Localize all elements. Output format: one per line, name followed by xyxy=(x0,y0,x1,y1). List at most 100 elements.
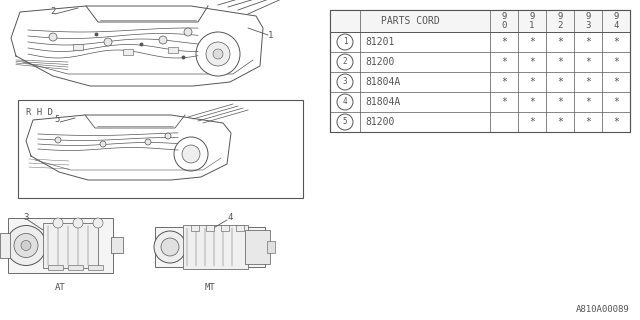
Text: 81200: 81200 xyxy=(365,57,394,67)
Text: *: * xyxy=(529,77,535,87)
Circle shape xyxy=(145,139,151,145)
Bar xyxy=(88,265,103,270)
Text: 9: 9 xyxy=(557,12,563,21)
Bar xyxy=(8,218,113,273)
Text: 0: 0 xyxy=(501,21,507,30)
Circle shape xyxy=(161,238,179,256)
Text: 5: 5 xyxy=(342,117,348,126)
Text: *: * xyxy=(613,37,619,47)
Text: AT: AT xyxy=(54,284,65,292)
Circle shape xyxy=(337,34,353,50)
Circle shape xyxy=(174,137,208,171)
Text: *: * xyxy=(529,117,535,127)
Text: 3: 3 xyxy=(586,21,591,30)
Bar xyxy=(206,225,214,231)
Text: *: * xyxy=(557,37,563,47)
Text: MT: MT xyxy=(205,283,216,292)
Circle shape xyxy=(154,231,186,263)
Circle shape xyxy=(6,226,46,266)
Bar xyxy=(267,241,275,253)
Circle shape xyxy=(337,74,353,90)
Bar xyxy=(168,47,178,53)
Circle shape xyxy=(104,38,112,46)
Bar xyxy=(48,265,63,270)
Text: *: * xyxy=(585,77,591,87)
Bar xyxy=(183,225,248,269)
Text: *: * xyxy=(613,117,619,127)
Text: 9: 9 xyxy=(613,12,619,21)
Text: *: * xyxy=(557,97,563,107)
Circle shape xyxy=(184,28,192,36)
Circle shape xyxy=(14,234,38,258)
Text: 9: 9 xyxy=(529,12,534,21)
Bar xyxy=(68,265,83,270)
Circle shape xyxy=(53,218,63,228)
Text: 3: 3 xyxy=(342,77,348,86)
Text: 1: 1 xyxy=(529,21,534,30)
Circle shape xyxy=(182,145,200,163)
Bar xyxy=(43,223,98,268)
Circle shape xyxy=(159,36,167,44)
Text: *: * xyxy=(585,97,591,107)
Text: *: * xyxy=(501,77,507,87)
Bar xyxy=(245,230,270,264)
Circle shape xyxy=(213,49,223,59)
Circle shape xyxy=(21,241,31,251)
Text: 2: 2 xyxy=(557,21,563,30)
Text: 9: 9 xyxy=(501,12,507,21)
Text: *: * xyxy=(585,57,591,67)
Bar xyxy=(155,227,265,267)
Bar xyxy=(111,237,123,253)
Circle shape xyxy=(73,218,83,228)
Circle shape xyxy=(49,33,57,41)
Circle shape xyxy=(196,32,240,76)
Circle shape xyxy=(206,42,230,66)
Text: *: * xyxy=(557,57,563,67)
Bar xyxy=(73,44,83,50)
Text: 2: 2 xyxy=(51,7,56,17)
Text: 5: 5 xyxy=(54,116,60,124)
Text: *: * xyxy=(613,77,619,87)
Text: *: * xyxy=(501,97,507,107)
Bar xyxy=(330,10,630,132)
Text: *: * xyxy=(585,117,591,127)
Text: *: * xyxy=(585,37,591,47)
Text: 4: 4 xyxy=(613,21,619,30)
Text: 81200: 81200 xyxy=(365,117,394,127)
Text: 4: 4 xyxy=(342,98,348,107)
Bar xyxy=(18,100,303,198)
Text: *: * xyxy=(613,97,619,107)
Bar xyxy=(236,225,244,231)
Text: A810A00089: A810A00089 xyxy=(576,305,630,314)
Circle shape xyxy=(100,141,106,147)
Text: 3: 3 xyxy=(23,213,29,222)
Text: 2: 2 xyxy=(342,58,348,67)
Text: *: * xyxy=(557,117,563,127)
Text: *: * xyxy=(613,57,619,67)
Text: *: * xyxy=(501,37,507,47)
Text: *: * xyxy=(529,37,535,47)
Text: *: * xyxy=(557,77,563,87)
Bar xyxy=(123,49,133,55)
Text: *: * xyxy=(529,97,535,107)
Circle shape xyxy=(337,114,353,130)
Text: 9: 9 xyxy=(586,12,591,21)
Text: *: * xyxy=(501,57,507,67)
Circle shape xyxy=(55,137,61,143)
Bar xyxy=(0,233,10,258)
Text: 81804A: 81804A xyxy=(365,97,400,107)
Bar xyxy=(330,10,630,32)
Text: 4: 4 xyxy=(227,213,233,222)
Bar xyxy=(191,225,199,231)
Text: 81804A: 81804A xyxy=(365,77,400,87)
Text: 1: 1 xyxy=(268,30,274,39)
Text: R H D: R H D xyxy=(26,108,53,117)
Bar xyxy=(221,225,229,231)
Text: 1: 1 xyxy=(342,37,348,46)
Circle shape xyxy=(337,54,353,70)
Circle shape xyxy=(337,94,353,110)
Text: 81201: 81201 xyxy=(365,37,394,47)
Circle shape xyxy=(165,133,171,139)
Text: *: * xyxy=(529,57,535,67)
Circle shape xyxy=(93,218,103,228)
